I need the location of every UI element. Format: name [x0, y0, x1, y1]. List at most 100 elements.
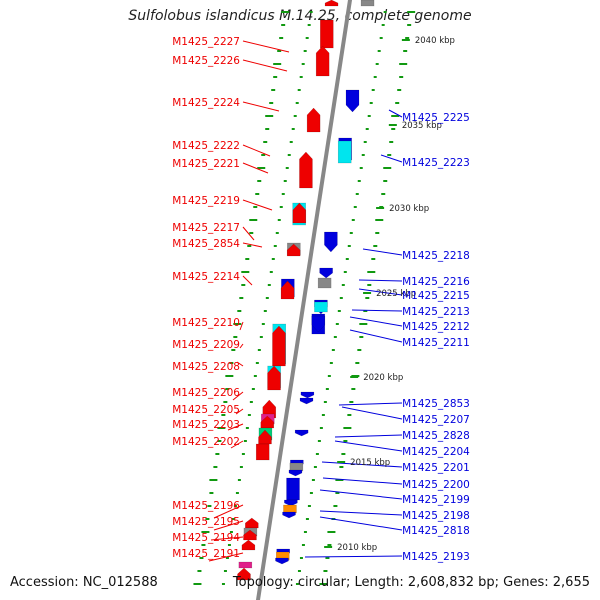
- label-connector: [239, 321, 244, 331]
- left-gene-label: M1425_2206: [172, 387, 240, 399]
- label-connector: [235, 408, 244, 415]
- gene-feature: [317, 277, 332, 289]
- right-gene-label: M1425_2204: [402, 446, 470, 458]
- left-gene-label: M1425_2205: [172, 404, 240, 416]
- right-gene-label: M1425_2818: [402, 525, 470, 537]
- left-gene-label: M1425_2227: [172, 36, 240, 48]
- left-gene-label: M1425_2209: [172, 339, 240, 351]
- position-label: 2010 kbp: [337, 543, 377, 553]
- label-connector: [213, 504, 244, 519]
- right-gene-label: M1425_2207: [402, 414, 470, 426]
- right-gene-label: M1425_2216: [402, 276, 470, 288]
- gene-feature: [238, 561, 253, 569]
- gene-feature: [324, 0, 339, 7]
- gene-feature: [319, 267, 333, 279]
- accession-text: Accession: NC_012588: [10, 575, 158, 590]
- left-gene-label: M1425_2210: [172, 317, 240, 329]
- right-gene-label: M1425_2212: [402, 321, 470, 333]
- gene-feature: [360, 0, 375, 7]
- left-gene-label: M1425_2224: [172, 97, 240, 109]
- right-gene-label: M1425_2225: [402, 112, 470, 124]
- position-labels: 2040 kbp 2035 kbp 2030 kbp 2025 kbp 2020 kbp…: [324, 36, 455, 553]
- label-connector: [349, 316, 403, 327]
- left-gene-label: M1425_2214: [172, 271, 240, 283]
- gene-feature: [286, 243, 301, 257]
- genome-summary-text: Topology: circular; Length: 2,608,832 bp…: [232, 575, 590, 590]
- label-connector: [304, 555, 403, 558]
- right-gene-label: M1425_2201: [402, 462, 470, 474]
- gene-feature: [314, 301, 328, 313]
- label-connector: [321, 461, 403, 468]
- right-gene-label: M1425_2193: [402, 551, 470, 563]
- label-connector: [242, 144, 271, 157]
- gene-feature: [315, 45, 330, 77]
- gene-feature: [243, 529, 257, 541]
- gene-feature: [272, 325, 286, 367]
- genome-backbone: [255, 0, 353, 600]
- right-gene-label: M1425_2198: [402, 510, 470, 522]
- right-gene-label: M1425_2853: [402, 398, 470, 410]
- label-connector: [242, 40, 290, 53]
- position-label: 2030 kbp: [389, 204, 429, 214]
- gene-feature: [280, 280, 295, 300]
- label-connector: [227, 423, 244, 431]
- gene-feature: [241, 539, 256, 551]
- label-connector: [230, 440, 244, 449]
- label-connector: [242, 162, 269, 174]
- label-connector: [232, 391, 244, 401]
- gene-feature: [255, 443, 270, 461]
- position-label: 2040 kbp: [415, 36, 455, 46]
- tick-marks: [193, 11, 416, 585]
- gene-feature: [306, 107, 321, 133]
- gene-feature: [284, 499, 298, 507]
- left-gene-label: M1425_2195: [172, 516, 240, 528]
- left-gene-label: M1425_2854: [172, 238, 240, 250]
- right-gene-label: M1425_2211: [402, 337, 470, 349]
- right-gene-label: M1425_2223: [402, 157, 470, 169]
- left-gene-label: M1425_2202: [172, 436, 240, 448]
- left-gene-labels: M1425_2227 M1425_2226 M1425_2224 M1425_2222…: [172, 36, 240, 560]
- left-gene-label: M1425_2194: [172, 532, 240, 544]
- right-gene-label: M1425_2215: [402, 290, 470, 302]
- label-connector: [334, 440, 403, 452]
- gene-feature: [324, 231, 338, 253]
- gene-feature: [292, 202, 307, 224]
- label-connector: [210, 536, 244, 541]
- label-connector: [341, 406, 403, 420]
- label-connector: [242, 242, 263, 248]
- gene-feature: [345, 89, 360, 113]
- label-connector: [319, 489, 403, 500]
- label-connector: [236, 361, 244, 367]
- label-connector: [242, 275, 253, 286]
- label-connector: [242, 101, 280, 112]
- label-connector: [208, 552, 244, 562]
- gene-feature: [288, 469, 303, 477]
- label-connector: [351, 309, 403, 312]
- gene-feature: [286, 477, 300, 501]
- left-gene-label: M1425_2221: [172, 158, 240, 170]
- backbone-line: [255, 0, 353, 600]
- label-connector: [319, 510, 403, 516]
- gene-feature: [245, 517, 259, 529]
- left-gene-label: M1425_2226: [172, 55, 240, 67]
- gene-feature: [337, 140, 352, 164]
- left-gene-label: M1425_2217: [172, 222, 240, 234]
- gene-feature: [299, 151, 313, 189]
- position-label: 2035 kbp: [402, 121, 442, 131]
- right-gene-label: M1425_2213: [402, 306, 470, 318]
- label-connector: [213, 520, 244, 531]
- label-connector: [362, 248, 403, 256]
- label-connector: [322, 477, 403, 485]
- label-connector: [239, 343, 244, 349]
- label-connector: [319, 516, 403, 531]
- gene-features: [237, 0, 375, 581]
- gene-feature: [299, 397, 314, 405]
- gene-feature: [320, 19, 334, 49]
- left-gene-label: M1425_2222: [172, 140, 240, 152]
- label-connector: [338, 402, 403, 406]
- label-connector: [388, 109, 403, 118]
- right-gene-labels: M1425_2225 M1425_2223 M1425_2218 M1425_2216…: [402, 112, 470, 563]
- gene-feature: [311, 315, 326, 333]
- label-connector: [349, 329, 403, 343]
- left-gene-label: M1425_2219: [172, 195, 240, 207]
